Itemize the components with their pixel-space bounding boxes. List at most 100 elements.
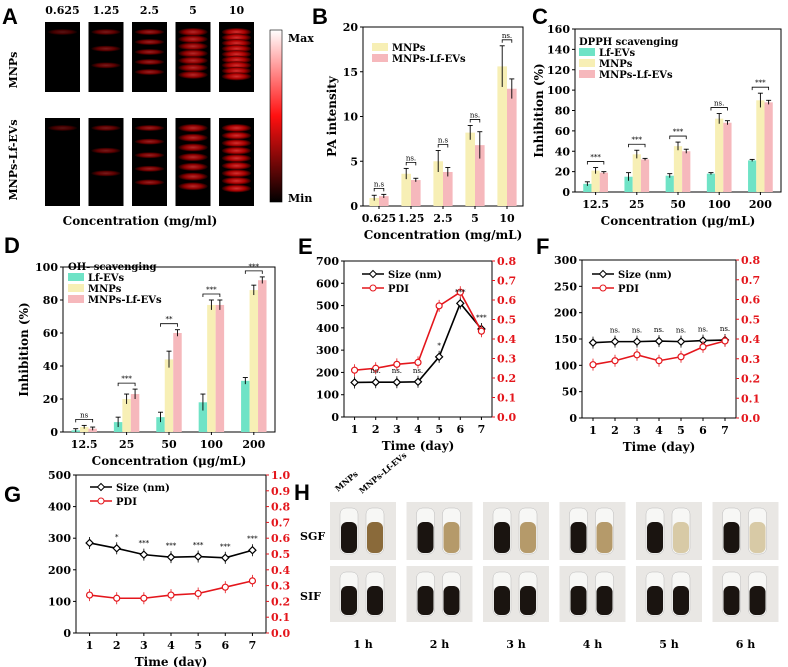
sig-label: * — [115, 533, 119, 541]
data-point — [434, 352, 444, 362]
y-tick-label: 600 — [316, 277, 339, 290]
data-point — [371, 377, 381, 387]
pa-signal — [221, 72, 252, 81]
data-point — [721, 337, 729, 345]
bar — [640, 159, 650, 192]
y-tick-label: 250 — [554, 280, 577, 293]
y2-tick-label: 0.3 — [497, 353, 516, 366]
y2-tick-label: 0.2 — [271, 595, 290, 608]
tube-liquid — [749, 586, 766, 615]
panel-a-xlabel: Concentration (mg/ml) — [63, 214, 218, 228]
bar — [665, 175, 674, 192]
sig-label: *** — [249, 263, 260, 271]
legend-label: MNPs-Lf-EVs — [599, 70, 673, 81]
sig-bracket — [751, 86, 770, 91]
panel-a: A 0.625 1.25 2.5 5 10 Max Min MNPs MNPs-Lf-E… — [2, 4, 314, 228]
tube-liquid — [596, 586, 613, 615]
time-label: 2 h — [430, 638, 449, 651]
pa-signal — [221, 139, 252, 148]
legend-label: MNPs-Lf-EVs — [88, 295, 162, 306]
bar — [130, 394, 140, 432]
bar — [673, 146, 683, 192]
y2-tick-label: 0.0 — [741, 412, 760, 425]
bar — [715, 118, 724, 192]
y2-tick-label: 0.7 — [497, 275, 516, 288]
sig-label: *** — [673, 128, 684, 136]
tube-liquid — [647, 586, 663, 615]
x-tick-label: 3 — [633, 424, 641, 437]
bar — [632, 154, 641, 192]
x-tick-label: 2.5 — [433, 212, 452, 225]
y2-tick-label: 0.0 — [271, 627, 290, 640]
bar — [164, 359, 174, 432]
tube-liquid — [443, 522, 460, 553]
x-tick-label: 2 — [372, 423, 380, 436]
pa-signal — [178, 49, 208, 58]
tube-liquid — [520, 586, 536, 615]
x-tick-label: 7 — [721, 424, 729, 437]
x-tick-label: 4 — [414, 423, 422, 436]
tube-liquid — [341, 586, 357, 615]
bar — [401, 173, 411, 206]
y-axis-label: PA intensity — [325, 75, 339, 157]
bar — [173, 333, 182, 432]
data-point — [221, 583, 229, 591]
x-tick-label: 2 — [113, 639, 121, 652]
tube-liquid — [749, 522, 766, 553]
y2-tick-label: 0.9 — [271, 485, 290, 498]
y-tick-label: 150 — [554, 333, 577, 346]
sig-bracket — [202, 293, 221, 297]
y-tick-label: 80 — [555, 105, 571, 118]
panel-d-chart: 0 20 40 60 80 100 Concentration (μg/mL) D Inhibi… — [4, 233, 276, 468]
pa-signal — [134, 138, 165, 145]
data-point — [455, 298, 465, 308]
sig-label: ns. — [406, 154, 416, 162]
column-label: 2.5 — [140, 4, 159, 17]
pa-signal — [221, 55, 252, 64]
sig-label: *** — [455, 288, 466, 296]
y2-tick-label: 0.1 — [271, 611, 290, 624]
column-label: 1.25 — [93, 4, 120, 17]
y-tick-label: 0 — [569, 412, 577, 425]
pa-image — [45, 118, 80, 206]
bar — [682, 151, 691, 192]
y2-tick-label: 0.2 — [497, 372, 516, 385]
y2-tick-label: 0.8 — [271, 501, 290, 514]
bar — [591, 170, 600, 192]
tube-liquid — [596, 522, 613, 553]
pa-signal — [134, 125, 165, 131]
y-tick-label: 20 — [555, 166, 571, 179]
sig-bracket — [628, 143, 646, 148]
sig-label: n.s — [374, 180, 385, 188]
legend-swatch — [68, 273, 84, 281]
sig-bracket — [669, 135, 687, 140]
pa-signal — [221, 124, 252, 132]
data-point — [85, 591, 94, 599]
bar — [369, 197, 379, 206]
panel-label: F — [536, 234, 549, 259]
bar — [497, 66, 507, 206]
legend-label: Lf-EVs — [599, 48, 636, 59]
plot-frame — [343, 260, 493, 418]
time-label: 5 h — [659, 638, 678, 651]
sig-label: *** — [193, 542, 204, 550]
data-point — [113, 594, 121, 602]
x-tick-label: 50 — [161, 438, 177, 451]
tube-liquid — [570, 586, 587, 615]
data-point — [435, 302, 443, 310]
panel-label: G — [4, 482, 21, 507]
x-tick-label: 100 — [708, 198, 731, 211]
sig-bracket — [710, 107, 728, 111]
sig-bracket — [501, 39, 513, 43]
x-tick-label: 0.625 — [362, 212, 396, 225]
sig-bracket — [244, 270, 263, 274]
pa-signal — [47, 29, 78, 35]
y2-tick-label: 0.6 — [271, 532, 290, 545]
x-tick-label: 100 — [200, 438, 223, 451]
x-tick-label: 5 — [194, 639, 202, 652]
data-point — [414, 358, 422, 366]
data-point — [167, 591, 175, 599]
pa-signal — [91, 62, 121, 69]
legend-swatch — [579, 59, 595, 67]
